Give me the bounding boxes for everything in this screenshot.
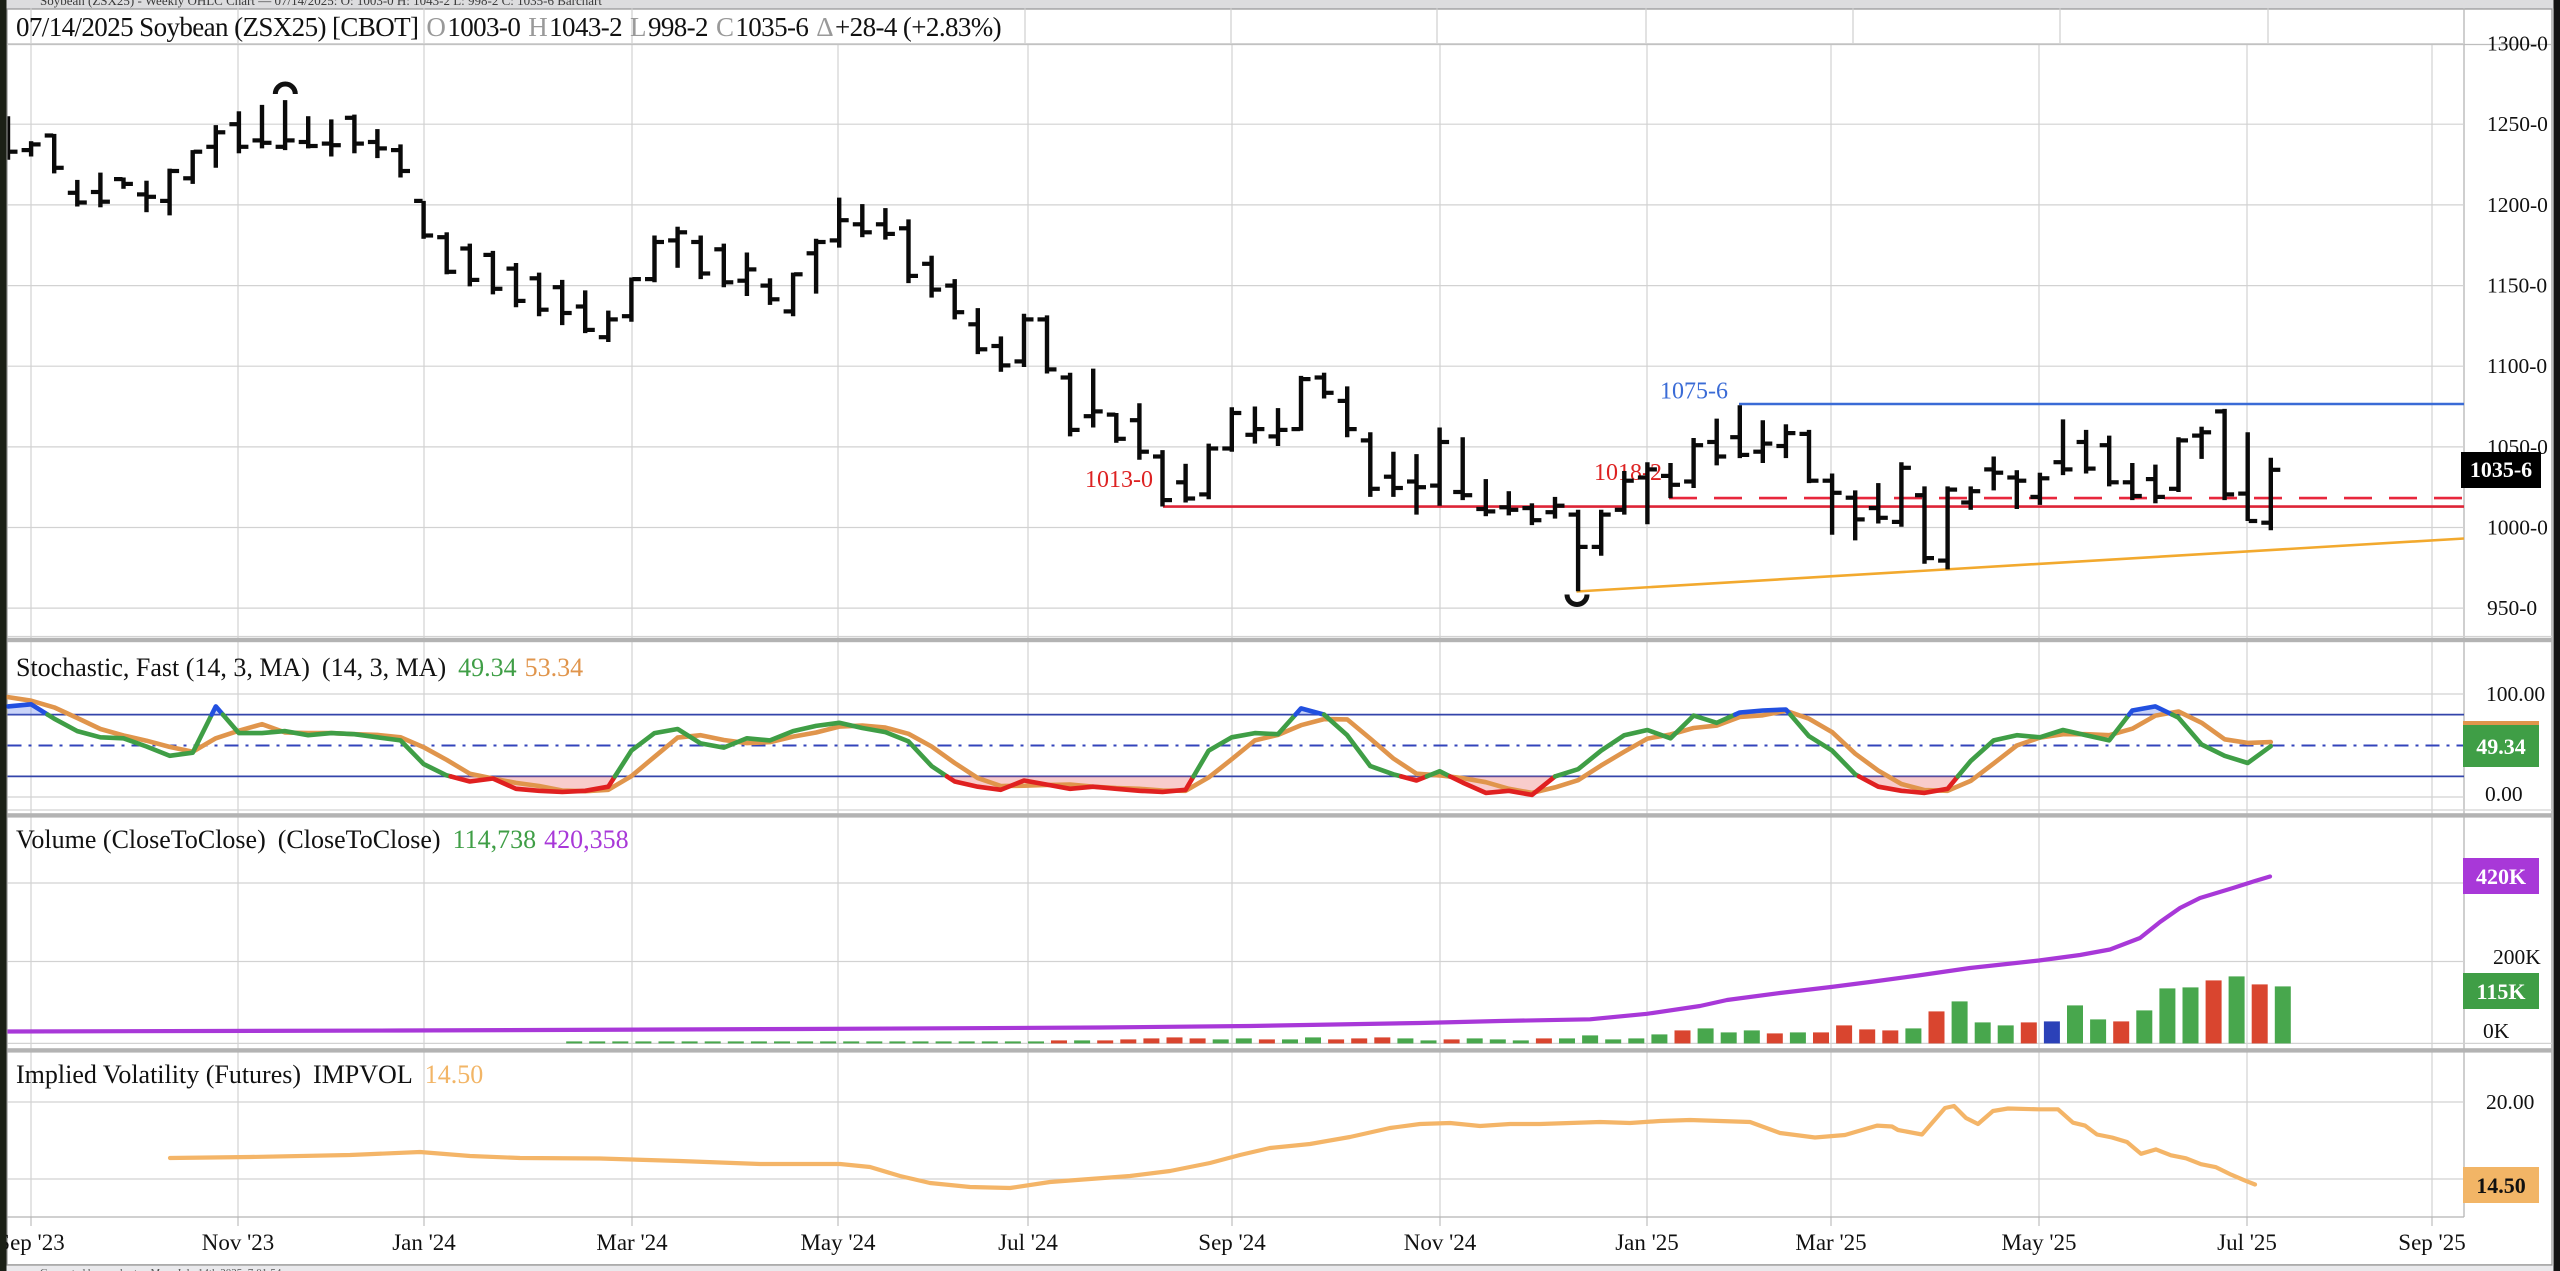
svg-text:100.00: 100.00 [2486, 682, 2545, 706]
svg-text:420K: 420K [2476, 864, 2526, 889]
svg-text:1200-0: 1200-0 [2487, 193, 2548, 217]
svg-text:Sep '23: Sep '23 [0, 1230, 65, 1255]
svg-text:Implied Volatility (Futures)IM: Implied Volatility (Futures) IMPVOL 14.50 [16, 1060, 483, 1089]
svg-text:0.00: 0.00 [2485, 782, 2523, 806]
svg-text:Mar '25: Mar '25 [1795, 1230, 1866, 1255]
svg-text:1250-0: 1250-0 [2487, 112, 2548, 136]
svg-text:49.34: 49.34 [2476, 734, 2526, 759]
svg-text:200K: 200K [2493, 945, 2541, 969]
svg-text:Jan '25: Jan '25 [1615, 1230, 1679, 1255]
svg-text:Sep '24: Sep '24 [1198, 1230, 1266, 1255]
svg-text:1300-0: 1300-0 [2487, 32, 2548, 56]
svg-text:Sep '25: Sep '25 [2398, 1230, 2465, 1255]
svg-text:Nov '23: Nov '23 [202, 1230, 275, 1255]
svg-text:1013-0: 1013-0 [1085, 467, 1153, 493]
svg-text:20.00: 20.00 [2486, 1090, 2534, 1114]
svg-text:May '25: May '25 [2001, 1230, 2076, 1255]
svg-text:Nov '24: Nov '24 [1404, 1230, 1477, 1255]
svg-text:Jan '24: Jan '24 [392, 1230, 456, 1255]
svg-text:115K: 115K [2477, 979, 2526, 1004]
svg-text:May '24: May '24 [800, 1230, 876, 1255]
svg-text:Mar '24: Mar '24 [596, 1230, 668, 1255]
svg-text:Jul '25: Jul '25 [2217, 1230, 2277, 1255]
svg-text:1035-6: 1035-6 [2470, 457, 2532, 482]
svg-text:Jul '24: Jul '24 [998, 1230, 1058, 1255]
svg-text:14.50: 14.50 [2476, 1173, 2526, 1198]
svg-text:950-0: 950-0 [2487, 596, 2537, 620]
svg-text:Volume (CloseToClose)(CloseToC: Volume (CloseToClose) (CloseToClose) 114,7… [16, 825, 629, 854]
svg-text:0K: 0K [2483, 1019, 2510, 1043]
svg-text:1000-0: 1000-0 [2487, 516, 2548, 540]
svg-text:Soybean (ZSX25) - Weekly OHLC: Soybean (ZSX25) - Weekly OHLC Chart — 07… [40, 0, 602, 8]
svg-text:Stochastic, Fast (14, 3, MA)(1: Stochastic, Fast (14, 3, MA) (14, 3, MA) 4… [16, 653, 583, 682]
svg-text:07/14/2025 Soybean (ZSX25) [CB: 07/14/2025 Soybean (ZSX25) [CBOT] O1003-0… [16, 12, 1001, 42]
svg-text:1100-0: 1100-0 [2487, 354, 2547, 378]
svg-text:Generated by amcharts - Mon, J: Generated by amcharts - Mon, July 14th 2… [40, 1267, 299, 1271]
svg-text:1150-0: 1150-0 [2487, 274, 2547, 298]
svg-text:1075-6: 1075-6 [1660, 379, 1728, 405]
